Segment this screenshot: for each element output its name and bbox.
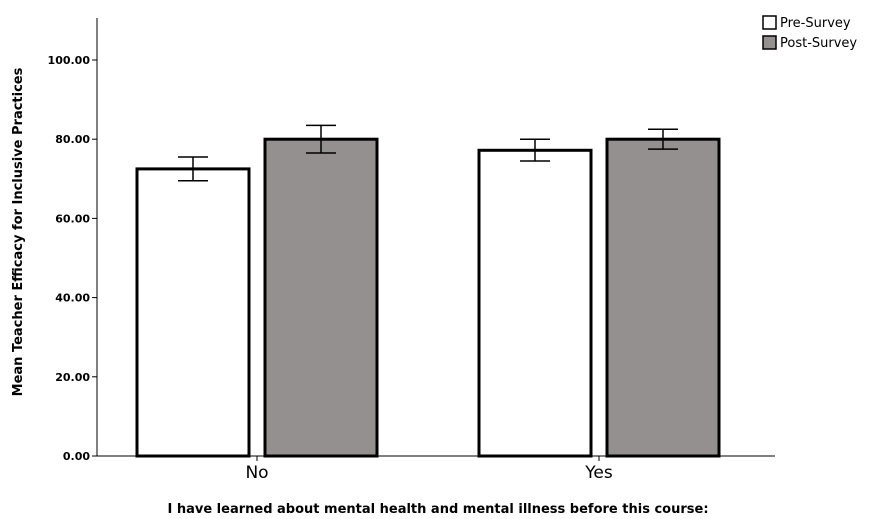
x-axis: No Yes [97,455,775,483]
bar [477,148,593,458]
legend-swatch [762,15,777,30]
x-tick-label: No [245,463,268,483]
bar [135,167,251,458]
legend-label: Pre-Survey [780,16,851,31]
y-tick-label: 20.00 [55,371,90,384]
error-bars [178,124,678,182]
bars [135,137,721,458]
y-axis: 0.00 20.00 40.00 60.00 80.00 100.00 [48,18,98,463]
x-tick-label: Yes [584,463,613,483]
y-axis-title: Mean Teacher Efficacy for Inclusive Prac… [11,67,26,396]
bar [263,137,379,458]
y-tick-label: 60.00 [55,212,90,225]
legend-label: Post-Survey [780,36,857,51]
bar [605,137,721,458]
y-tick-label: 100.00 [48,54,91,67]
y-tick-label: 80.00 [55,133,90,146]
y-tick-label: 40.00 [55,292,90,305]
legend: Pre-Survey Post-Survey [762,15,857,51]
x-axis-title: I have learned about mental health and m… [167,502,708,517]
y-tick-label: 0.00 [63,450,90,463]
legend-swatch [762,35,777,50]
